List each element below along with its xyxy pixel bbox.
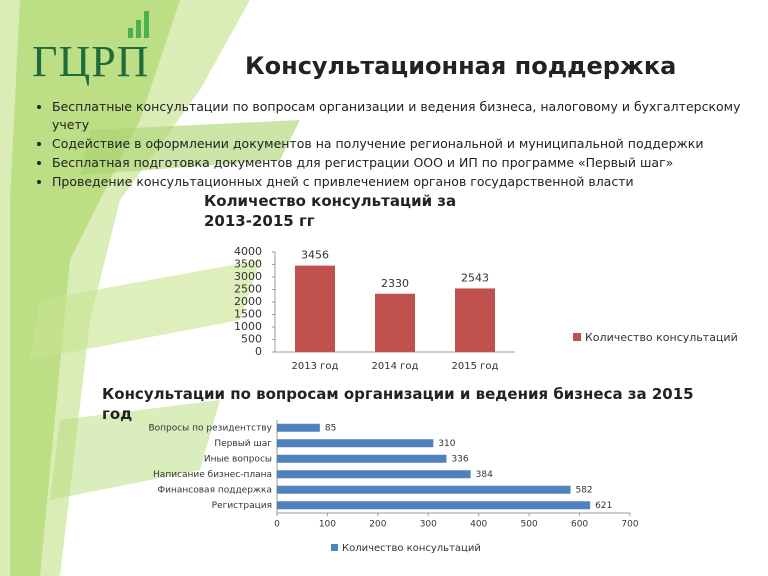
y-tick-label: 3000	[234, 270, 262, 283]
x-tick-label: 500	[521, 520, 538, 530]
y-tick-label: Иные вопросы	[204, 454, 272, 464]
y-tick-label: 1500	[234, 308, 262, 321]
x-tick-label: 300	[420, 520, 437, 530]
x-tick-label: 200	[369, 520, 386, 530]
legend-label: Количество консультаций	[585, 331, 738, 344]
x-tick-label: 400	[470, 520, 487, 530]
bullet: Бесплатная подготовка документов для рег…	[52, 154, 752, 172]
bar	[277, 423, 320, 432]
logo: ГЦРП	[32, 37, 150, 86]
bullet-list: Бесплатные консультации по вопросам орга…	[32, 98, 752, 192]
bar	[455, 288, 495, 352]
x-tick-label: 2014 год	[372, 361, 419, 372]
y-tick-label: 4000	[234, 245, 262, 258]
x-tick-label: 2015 год	[452, 361, 499, 372]
x-tick-label: 0	[274, 520, 280, 530]
y-tick-label: 2500	[234, 283, 262, 296]
y-tick-label: Вопросы по резидентству	[148, 423, 272, 433]
data-label: 336	[451, 454, 468, 464]
x-tick-label: 700	[621, 520, 638, 530]
y-tick-label: Написание бизнес-плана	[153, 470, 272, 480]
chart-title: Количество консультаций за 2013-2015 гг	[204, 192, 457, 230]
y-tick-label: Первый шаг	[214, 439, 272, 449]
legend-label: Количество консультаций	[342, 543, 481, 554]
x-tick-label: 100	[319, 520, 336, 530]
data-label: 384	[476, 470, 493, 480]
bar	[277, 485, 571, 494]
legend-swatch	[331, 544, 338, 551]
bullet: Проведение консультационных дней с привл…	[52, 173, 752, 191]
y-tick-label: 500	[241, 333, 262, 346]
y-tick-label: 0	[255, 345, 262, 358]
bullet: Содействие в оформлении документов на по…	[52, 135, 752, 153]
bar	[277, 454, 447, 463]
bar	[277, 501, 591, 510]
background-brush	[0, 0, 300, 576]
bar	[295, 265, 335, 352]
data-label: 85	[325, 423, 336, 433]
y-tick-label: 2000	[234, 295, 262, 308]
y-tick-label: Финансовая поддержка	[157, 485, 272, 495]
bar	[277, 439, 434, 448]
data-label: 3456	[301, 249, 329, 262]
chart-title: Консультации по вопросам организации и в…	[102, 385, 694, 423]
bar	[375, 293, 415, 352]
data-label: 582	[575, 485, 592, 495]
logo-bars	[128, 11, 149, 38]
data-label: 2330	[381, 277, 409, 290]
y-tick-label: Регистрация	[212, 501, 272, 511]
x-tick-label: 2013 год	[292, 361, 339, 372]
y-tick-label: 3500	[234, 258, 262, 271]
x-tick-label: 600	[571, 520, 588, 530]
data-label: 310	[438, 439, 455, 449]
legend-swatch	[573, 333, 581, 341]
bullet: Бесплатные консультации по вопросам орга…	[52, 98, 752, 134]
slide-title: Консультационная поддержка	[245, 52, 677, 80]
y-tick-label: 1000	[234, 320, 262, 333]
bar	[277, 470, 471, 479]
data-label: 621	[595, 501, 612, 511]
data-label: 2543	[461, 271, 489, 284]
